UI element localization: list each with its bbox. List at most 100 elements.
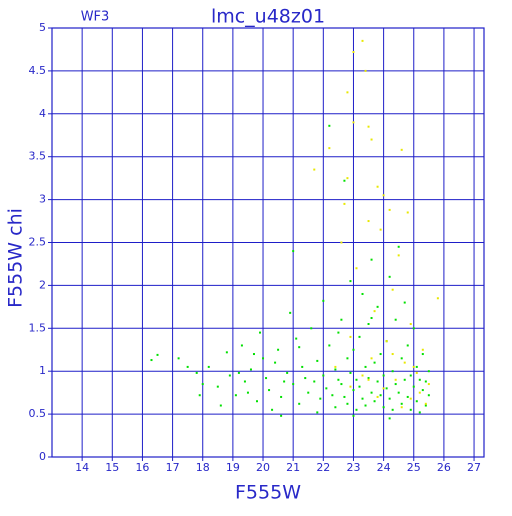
x-tick-label: 14 (75, 461, 89, 474)
x-tick-label: 19 (226, 461, 240, 474)
point (295, 337, 298, 340)
point (388, 417, 391, 420)
point (424, 380, 427, 383)
point (421, 353, 424, 356)
point (349, 280, 352, 283)
point (322, 374, 325, 377)
point (346, 357, 349, 360)
point (334, 365, 337, 368)
point (385, 340, 388, 343)
point (421, 389, 424, 392)
point (240, 344, 243, 347)
point (376, 395, 379, 398)
point (319, 397, 322, 400)
y-tick-label: 0.5 (29, 407, 47, 420)
point (355, 378, 358, 381)
x-tick-label: 22 (316, 461, 330, 474)
point (280, 414, 283, 417)
point (394, 318, 397, 321)
x-tick-label: 15 (105, 461, 119, 474)
panel-label: WF3 (81, 10, 110, 25)
point (421, 348, 424, 351)
point (397, 254, 400, 257)
point (388, 208, 391, 211)
point (328, 344, 331, 347)
point (249, 368, 252, 371)
point (412, 327, 415, 330)
point (373, 400, 376, 403)
point (252, 353, 255, 356)
chart-title: lmc_u48z01 (211, 6, 325, 28)
point (361, 292, 364, 295)
point (334, 368, 337, 371)
x-tick-label: 20 (256, 461, 270, 474)
point (400, 148, 403, 151)
point (355, 408, 358, 411)
point (262, 357, 265, 360)
point (361, 374, 364, 377)
point (346, 91, 349, 94)
point (286, 371, 289, 374)
y-tick-label: 1.5 (29, 321, 47, 334)
point (400, 406, 403, 409)
point (370, 138, 373, 141)
point (343, 179, 346, 182)
point (274, 361, 277, 364)
point (409, 323, 412, 326)
point (373, 361, 376, 364)
point (271, 408, 274, 411)
point (370, 317, 373, 320)
point (367, 377, 370, 380)
point (298, 402, 301, 405)
point (436, 297, 439, 300)
point (313, 380, 316, 383)
point (328, 147, 331, 150)
point (397, 245, 400, 248)
point (382, 194, 385, 197)
x-tick-label: 17 (166, 461, 180, 474)
point (156, 353, 159, 356)
point (403, 361, 406, 364)
point (418, 411, 421, 414)
point (340, 318, 343, 321)
points (150, 39, 439, 420)
point (388, 397, 391, 400)
x-tick-label: 25 (407, 461, 421, 474)
point (391, 370, 394, 373)
point (307, 391, 310, 394)
point (367, 220, 370, 223)
grid (48, 27, 484, 461)
point (243, 380, 246, 383)
point (427, 394, 430, 397)
point (361, 39, 364, 42)
point (352, 121, 355, 124)
point (237, 371, 240, 374)
point (265, 377, 268, 380)
x-tick-label: 21 (286, 461, 300, 474)
point (364, 404, 367, 407)
point (325, 387, 328, 390)
point (394, 378, 397, 381)
x-tick-label: 26 (437, 461, 451, 474)
point (382, 406, 385, 409)
point (403, 301, 406, 304)
point (376, 305, 379, 308)
point (346, 402, 349, 405)
point (283, 380, 286, 383)
y-tick-label: 3 (39, 193, 46, 206)
point (186, 365, 189, 368)
x-tick-label: 18 (196, 461, 210, 474)
point (364, 365, 367, 368)
point (234, 394, 237, 397)
point (280, 395, 283, 398)
point (385, 387, 388, 390)
point (304, 377, 307, 380)
point (352, 389, 355, 392)
point (358, 385, 361, 388)
point (373, 310, 376, 313)
point (412, 385, 415, 388)
point (322, 299, 325, 302)
point (331, 394, 334, 397)
point (406, 395, 409, 398)
point (367, 323, 370, 326)
